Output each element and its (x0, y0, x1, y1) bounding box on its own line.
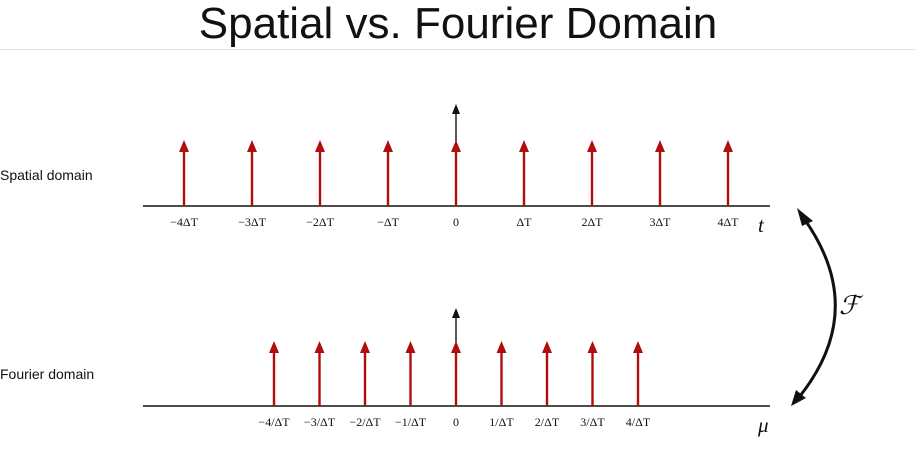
fourier-tick-label: 1/ΔT (489, 415, 514, 429)
fourier-impulse-arrowhead (633, 341, 643, 353)
spatial-domain-plot: −4ΔT −3ΔT −2ΔT −ΔT 0 ΔT 2ΔT 3ΔT 4ΔT t (143, 104, 770, 237)
fourier-tick-label: −3/ΔT (304, 415, 336, 429)
fourier-impulse-arrowhead (314, 341, 325, 353)
fourier-axis-variable: μ (757, 413, 769, 437)
spatial-domain-label: Spatial domain (0, 167, 93, 183)
fourier-impulse-arrowhead (542, 341, 552, 353)
spatial-impulse-arrowhead (723, 140, 733, 152)
spatial-tick-label: 2ΔT (581, 215, 603, 229)
fourier-tick-labels: −4/ΔT −3/ΔT −2/ΔT −1/ΔT 0 1/ΔT 2/ΔT 3/ΔT 4/ΔT (258, 415, 650, 429)
spatial-tick-label: −2ΔT (306, 215, 334, 229)
spatial-tick-label: −4ΔT (170, 215, 198, 229)
fourier-impulse-arrowhead (587, 341, 598, 353)
spatial-tick-label: ΔT (516, 215, 532, 229)
fourier-impulse-arrowhead (360, 341, 370, 353)
spatial-tick-label: −3ΔT (238, 215, 266, 229)
transform-arrowhead-top (797, 208, 813, 226)
fourier-vertical-axis-arrowhead (452, 308, 460, 318)
fourier-tick-label: 3/ΔT (580, 415, 605, 429)
fourier-impulses (269, 341, 643, 406)
fourier-tick-label: 0 (453, 415, 459, 429)
fourier-transform-symbol: ℱ (839, 291, 864, 320)
spatial-impulse-arrowhead (315, 140, 325, 152)
title-divider (0, 49, 916, 50)
fourier-transform-arrow: ℱ (791, 208, 864, 406)
spatial-impulse-arrowhead (519, 140, 529, 152)
spatial-impulse-arrowhead (587, 140, 597, 152)
transform-arrowhead-bottom (791, 390, 806, 406)
spatial-impulse-arrowhead (247, 140, 257, 152)
spatial-impulses (179, 140, 733, 206)
spatial-tick-label: −ΔT (377, 215, 399, 229)
spatial-tick-label: 4ΔT (717, 215, 739, 229)
spatial-impulse-arrowhead (655, 140, 665, 152)
fourier-domain-plot: −4/ΔT −3/ΔT −2/ΔT −1/ΔT 0 1/ΔT 2/ΔT 3/ΔT 4/ΔT μ (143, 308, 770, 437)
fourier-tick-label: −1/ΔT (395, 415, 427, 429)
spatial-tick-labels: −4ΔT −3ΔT −2ΔT −ΔT 0 ΔT 2ΔT 3ΔT 4ΔT (170, 215, 739, 229)
fourier-impulse-arrowhead (269, 341, 279, 353)
spatial-tick-label: 3ΔT (649, 215, 671, 229)
spatial-axis-variable: t (758, 213, 765, 237)
slide-title: Spatial vs. Fourier Domain (198, 0, 718, 48)
fourier-domain-label: Fourier domain (0, 366, 95, 382)
spatial-impulse-arrowhead (383, 140, 393, 152)
fourier-tick-label: 2/ΔT (535, 415, 560, 429)
fourier-impulse-arrowhead (405, 341, 416, 353)
spatial-impulse-arrowhead (451, 140, 461, 152)
transform-curve (798, 219, 837, 397)
spatial-impulse-arrowhead (179, 140, 189, 152)
fourier-tick-label: −4/ΔT (258, 415, 290, 429)
spatial-vertical-axis-arrowhead (452, 104, 460, 114)
fourier-impulse-arrowhead (496, 341, 507, 353)
fourier-impulse-arrowhead (451, 341, 461, 353)
fourier-tick-label: −2/ΔT (349, 415, 381, 429)
spatial-tick-label: 0 (453, 215, 459, 229)
fourier-tick-label: 4/ΔT (626, 415, 651, 429)
